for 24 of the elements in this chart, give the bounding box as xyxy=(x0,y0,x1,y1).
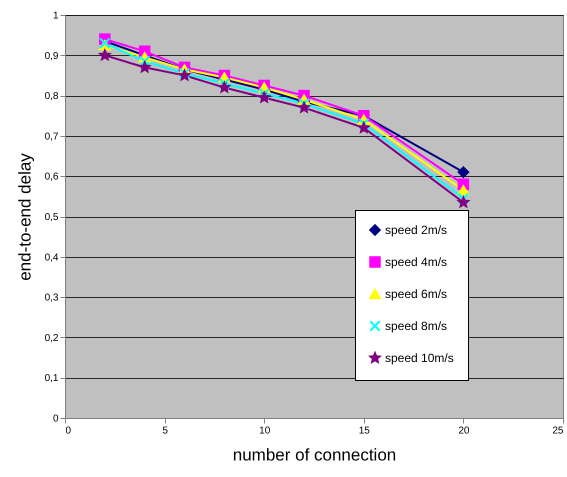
y-tick-label: 0,5 xyxy=(44,212,59,223)
legend-label: speed 2m/s xyxy=(385,223,448,237)
y-tick-label: 0,4 xyxy=(44,252,59,264)
y-tick-label: 0,1 xyxy=(44,373,59,384)
y-tick-label: 0,7 xyxy=(44,131,59,142)
y-tick-label: 1 xyxy=(52,10,59,22)
x-tick-label: 0 xyxy=(66,426,72,436)
x-axis-title: number of connection xyxy=(232,446,396,464)
legend-label: speed 10m/s xyxy=(385,351,454,365)
legend-label: speed 6m/s xyxy=(385,287,448,301)
y-tick-label: 0,3 xyxy=(44,292,59,304)
x-tick-label: 20 xyxy=(458,426,470,436)
legend-label: speed 8m/s xyxy=(385,319,448,333)
legend-label: speed 4m/s xyxy=(385,255,448,269)
x-tick-label: 15 xyxy=(358,426,370,436)
y-axis-title: end-to-end delay xyxy=(16,152,35,281)
y-tick-label: 0,8 xyxy=(44,91,59,102)
y-tick-label: 0 xyxy=(52,414,59,424)
y-tick-label: 0,6 xyxy=(44,172,59,183)
x-tick-label: 10 xyxy=(259,426,271,436)
x-tick-label: 5 xyxy=(162,426,168,436)
x-tick-label: 25 xyxy=(552,426,564,436)
y-tick-label: 0,2 xyxy=(44,332,59,344)
y-tick-label: 0,9 xyxy=(44,50,59,62)
